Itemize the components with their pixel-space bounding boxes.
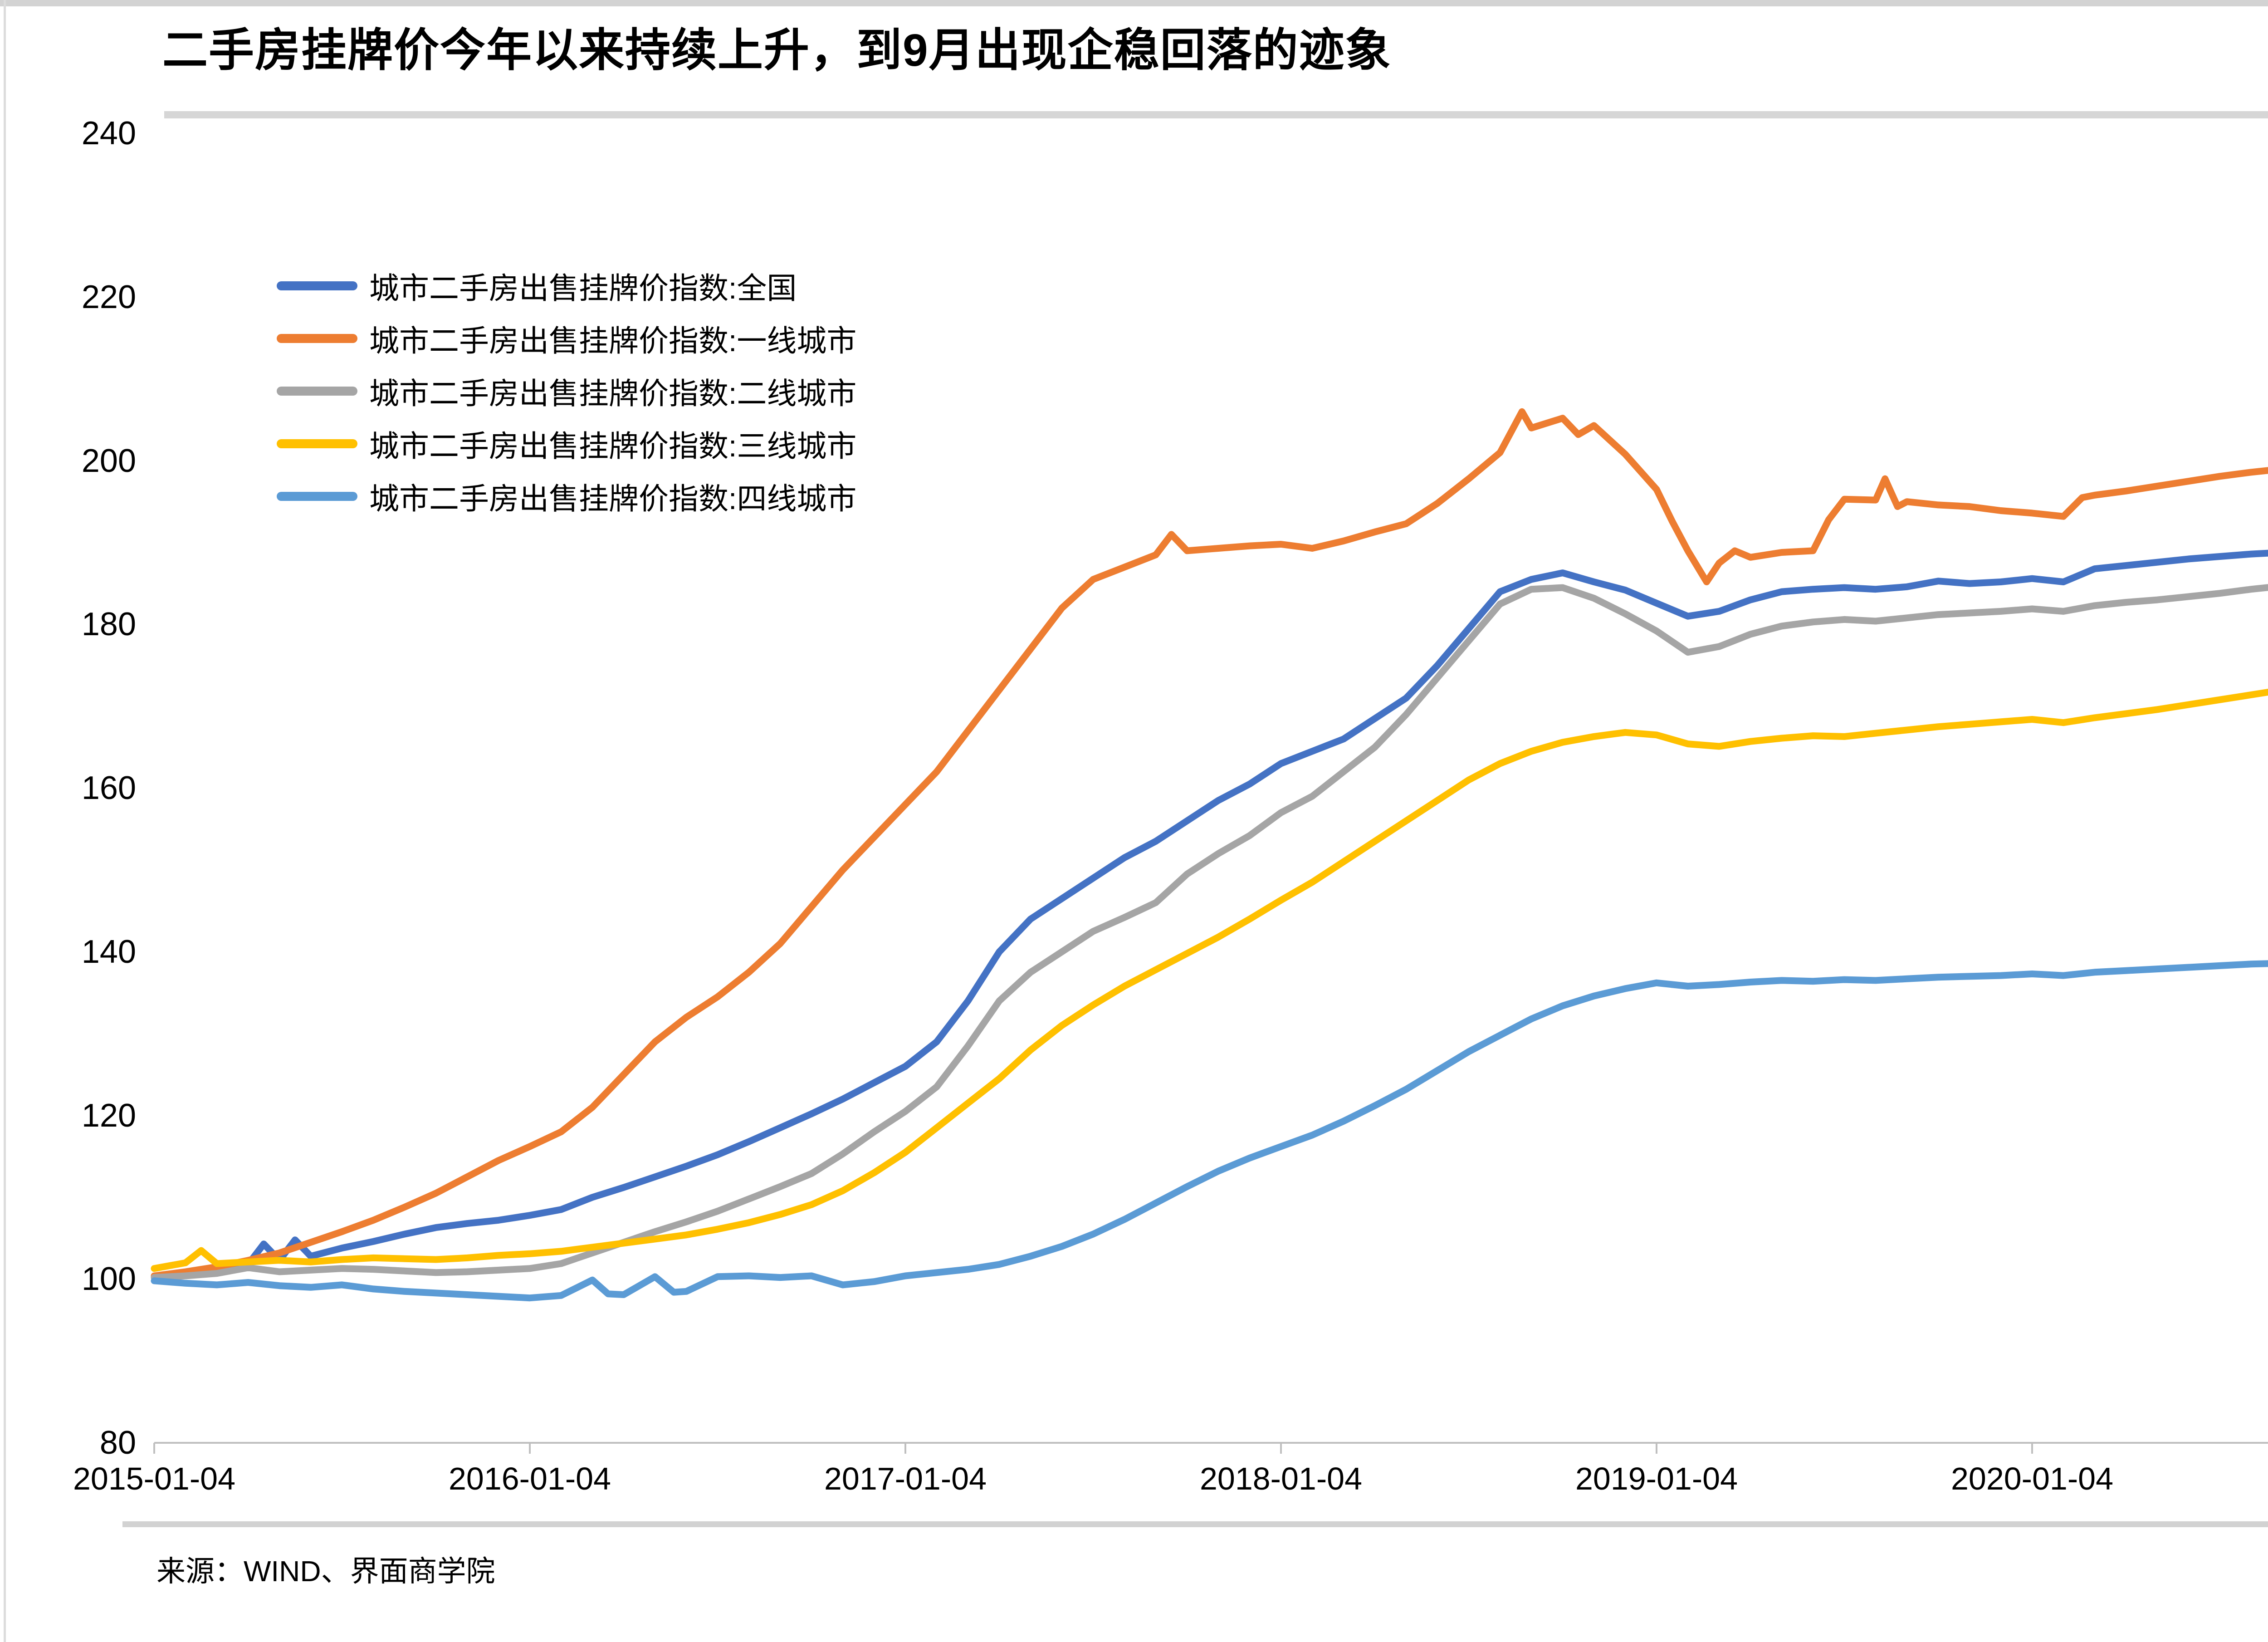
y-axis-label: 100 [81, 1261, 136, 1298]
series-line-3 [151, 688, 2268, 1272]
legend-swatch-icon [277, 387, 357, 396]
legend-label: 城市二手房出售挂牌价指数:一线城市 [369, 324, 857, 358]
series-line-2 [151, 584, 2268, 1281]
series-line-0 [151, 549, 2268, 1281]
y-axis-label: 240 [81, 115, 136, 152]
title-rule [164, 111, 2268, 118]
y-axis-label: 180 [81, 606, 136, 643]
legend-label: 城市二手房出售挂牌价指数:四线城市 [369, 482, 857, 515]
x-axis-label: 2021-01-04 [2263, 1463, 2268, 1495]
y-axis-label: 160 [81, 770, 136, 806]
source-note: 来源：WIND、界面商学院 [156, 1555, 495, 1588]
y-axis-label: 220 [81, 279, 136, 315]
y-axis-label: 80 [99, 1425, 136, 1461]
legend-label: 城市二手房出售挂牌价指数:全国 [369, 271, 797, 305]
legend: 城市二手房出售挂牌价指数:全国城市二手房出售挂牌价指数:一线城市 城市二手房出售挂… [277, 260, 856, 523]
legend-label: 城市二手房出售挂牌价指数:三线城市 [369, 429, 857, 463]
legend-item-0: 城市二手房出售挂牌价指数:全国 [277, 260, 856, 312]
legend-swatch-icon [277, 439, 357, 448]
y-axis-label: 140 [81, 933, 136, 970]
legend-item-2: 城市二手房出售挂牌价指数:二线城市 [277, 365, 856, 417]
x-axis-label: 2017-01-04 [824, 1461, 987, 1496]
legend-item-4: 城市二手房出售挂牌价指数:四线城市 [277, 470, 856, 523]
x-axis-label: 2018-01-04 [1199, 1461, 1363, 1496]
window-left-strip [4, 0, 6, 1642]
y-axis-label: 200 [81, 442, 136, 479]
legend-swatch-icon [277, 281, 357, 290]
legend-swatch-icon [277, 334, 357, 343]
y-axis-label: 120 [81, 1097, 136, 1134]
series-line-1 [151, 408, 2268, 1279]
x-axis-label: 2016-01-04 [448, 1461, 611, 1496]
footer-rule [122, 1521, 2268, 1527]
series-line-4 [151, 960, 2268, 1302]
legend-item-3: 城市二手房出售挂牌价指数:三线城市 [277, 417, 856, 470]
legend-label: 城市二手房出售挂牌价指数:二线城市 [369, 377, 857, 410]
x-axis-label: 2015-01-04 [73, 1461, 236, 1496]
x-axis-label: 2019-01-04 [1575, 1461, 1738, 1496]
legend-swatch-icon [277, 492, 357, 501]
legend-item-1: 城市二手房出售挂牌价指数:一线城市 [277, 312, 856, 365]
chart-title: 二手房挂牌价今年以来持续上升，到9月出现企稳回落的迹象 [162, 25, 1392, 76]
x-axis-label: 2020-01-04 [1950, 1461, 2114, 1496]
window-top-strip [0, 0, 2268, 6]
